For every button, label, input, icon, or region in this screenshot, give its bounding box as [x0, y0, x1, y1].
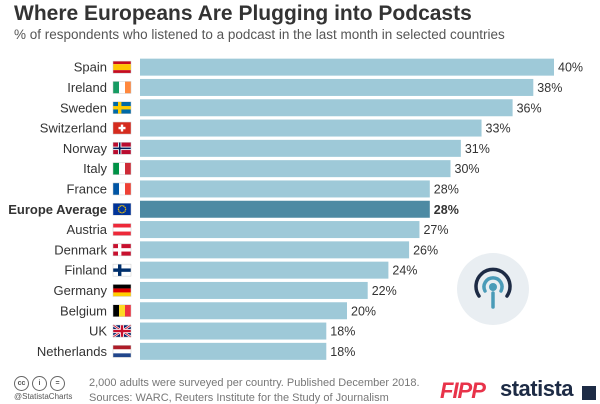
- chart-title: Where Europeans Are Plugging into Podcas…: [14, 2, 472, 25]
- bar-finland: [140, 261, 389, 279]
- bar-switzerland: [140, 119, 482, 137]
- bar-belgium: [140, 302, 347, 320]
- category-label: Germany: [54, 283, 108, 298]
- value-label: 22%: [372, 284, 397, 298]
- category-label: Spain: [74, 60, 107, 75]
- sweden-flag-icon: [112, 101, 132, 114]
- germany-flag-icon: [112, 284, 132, 297]
- bar-austria: [140, 221, 420, 239]
- france-flag-icon: [112, 182, 132, 196]
- bar-ireland: [140, 78, 534, 96]
- category-label: Sweden: [60, 100, 107, 115]
- category-label: Denmark: [54, 242, 107, 257]
- ireland-flag-icon: [112, 81, 132, 94]
- category-label: Norway: [63, 141, 108, 156]
- value-label: 26%: [413, 243, 438, 257]
- value-label: 18%: [330, 325, 355, 339]
- attribution-icon: i: [32, 376, 47, 391]
- survey-note: 2,000 adults were surveyed per country. …: [89, 377, 420, 389]
- category-label: Austria: [67, 222, 108, 237]
- value-label: 18%: [330, 345, 355, 359]
- value-label: 27%: [423, 223, 448, 237]
- bar-netherlands: [140, 342, 327, 360]
- value-label: 31%: [465, 142, 490, 156]
- category-label: UK: [89, 324, 107, 339]
- category-label: Italy: [83, 161, 107, 176]
- value-label: 24%: [392, 264, 417, 278]
- statista-logo: statista: [500, 376, 574, 401]
- spain-flag-icon: [112, 60, 132, 74]
- category-label: Ireland: [67, 80, 107, 95]
- bar-germany: [140, 281, 368, 299]
- category-label: Switzerland: [40, 121, 107, 136]
- bar-europe-average: [140, 200, 430, 218]
- value-label: 38%: [537, 81, 562, 95]
- uk-flag-icon: [112, 324, 132, 339]
- bar-chart: Spain 40% Ireland 38% Sweden 36% Switzerland 33…: [8, 58, 583, 360]
- netherlands-flag-icon: [112, 345, 132, 358]
- value-label: 20%: [351, 304, 376, 318]
- chart-subtitle: % of respondents who listened to a podca…: [14, 27, 505, 42]
- value-label: 40%: [558, 61, 583, 75]
- license-icons: cc i =: [14, 376, 65, 391]
- switzerland-flag-icon: [112, 121, 132, 135]
- bar-sweden: [140, 99, 513, 117]
- category-label: France: [67, 181, 107, 196]
- eu-flag-icon: [112, 203, 132, 216]
- denmark-flag-icon: [112, 243, 132, 257]
- category-label: Finland: [64, 263, 107, 278]
- austria-flag-icon: [112, 223, 132, 236]
- bar-italy: [140, 160, 451, 178]
- value-label: 28%: [434, 182, 459, 196]
- value-label: 28%: [434, 203, 459, 217]
- no-derivatives-icon: =: [50, 376, 65, 391]
- belgium-flag-icon: [112, 304, 132, 317]
- statista-logo-mark: [582, 386, 596, 400]
- category-label: Europe Average: [8, 202, 107, 217]
- finland-flag-icon: [112, 263, 132, 277]
- bar-uk: [140, 322, 327, 340]
- bar-norway: [140, 139, 461, 157]
- fipp-logo: FIPP: [440, 378, 486, 403]
- category-label: Belgium: [60, 303, 107, 318]
- podcast-icon: [457, 253, 529, 325]
- value-label: 30%: [455, 162, 480, 176]
- bar-denmark: [140, 241, 410, 259]
- norway-flag-icon: [112, 142, 132, 155]
- italy-flag-icon: [112, 162, 132, 175]
- category-label: Netherlands: [37, 344, 108, 359]
- sources-note: Sources: WARC, Reuters Institute for the…: [89, 392, 389, 404]
- value-label: 36%: [517, 101, 542, 115]
- statista-handle: @StatistaCharts: [14, 392, 73, 401]
- value-label: 33%: [486, 122, 511, 136]
- creative-commons-icon: cc: [14, 376, 29, 391]
- bar-spain: [140, 58, 554, 76]
- bar-france: [140, 180, 430, 198]
